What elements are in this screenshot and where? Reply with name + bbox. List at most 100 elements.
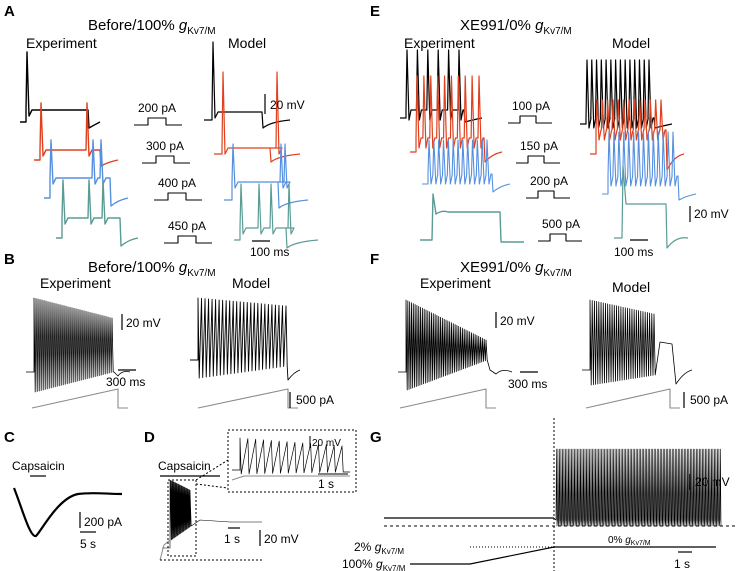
panel-F-model-ramp [585,388,680,409]
panel-D-inset-trace [231,437,350,481]
panel-C-scale-bars: 200 pA 5 s [79,512,122,551]
scale-voltage-G: 20 mV [695,475,730,489]
E-exp-500pA [420,193,524,243]
panel-A-title: Before/100% gKv7/M [88,17,216,37]
panel-E-title: XE991/0% gKv7/M [460,17,572,37]
panel-label-E: E [370,3,380,20]
panel-A-experiment-label: Experiment [26,35,97,51]
current-step-label-400pA: 400 pA [158,176,196,190]
panel-F-scale-bars: 20 mV 300 ms 500 pA [495,312,728,408]
E-mod-200pA [602,131,697,201]
F-exp-train [398,299,513,391]
A-exp-200pA [20,51,101,129]
current-step-icon [154,192,202,201]
D-burst [162,479,262,549]
scale-current-C: 200 pA [84,515,122,529]
panel-D-drug-label: Capsaicin [158,459,211,473]
panel-B-experiment-trace [26,297,131,393]
panel-D-inset-box [227,429,357,493]
panel-A-current-steps: 200 pA 300 pA 400 pA 450 pA [134,101,212,244]
current-step-icon [526,190,570,199]
A-mod-450pA [234,183,319,249]
panel-label-A: A [4,3,15,20]
panel-E-experiment-label: Experiment [404,35,475,51]
current-step-label-300pA: 300 pA [146,139,184,153]
A-exp-400pA [44,139,129,207]
panel-label-G: G [370,429,382,446]
scale-voltage-E: 20 mV [694,207,729,221]
panel-G-100pct-label: 100% gKv7/M [342,557,406,571]
scale-time-G: 1 s [674,557,690,571]
panel-F-model-trace [582,299,693,386]
panel-D-zoom-box [167,479,197,557]
panel-A-scale-bars: 20 mV 100 ms [250,94,305,259]
E-mod-500pA [614,165,689,249]
current-step-label-200pA: 200 pA [138,101,176,115]
current-step-icon [508,115,552,124]
panel-G-2pct-label: 2% gKv7/M [354,540,404,556]
scale-voltage-B: 20 mV [126,316,161,330]
current-step-icon [164,235,212,244]
panel-B-exp-ramp [31,388,128,409]
current-step-icon [142,155,190,164]
current-step-label-100pA: 100 pA [512,99,550,113]
scale-time-E: 100 ms [614,245,653,259]
panel-E-experiment-traces [400,49,524,243]
panel-D-scale-bars: 20 mV 1 s 1 s 20 mV [224,436,348,546]
current-step-label-150pA: 150 pA [520,139,558,153]
panel-C-drug-label: Capsaicin [12,459,65,473]
B-exp-train [26,297,131,393]
panel-E-scale-bars: 20 mV 100 ms [614,206,729,259]
panel-C-inward-current-trace [12,487,123,538]
A-mod-400pA [224,143,309,209]
panel-G-0pct-label: 0% gKv7/M [608,535,651,547]
panel-D-trace [159,479,262,561]
current-step-label-500pA: 500 pA [542,217,580,231]
scale-time-D: 1 s [224,532,240,546]
current-step-label-200pA: 200 pA [530,174,568,188]
scale-voltage-D: 20 mV [264,532,299,546]
panel-B-scale-bars: 20 mV 300 ms 500 pA [106,314,334,408]
E-mod-100pA [580,59,673,129]
panel-E-current-steps: 100 pA 150 pA 200 pA 500 pA [508,99,582,242]
panel-A-model-traces [204,41,319,249]
B-mod-train [190,297,301,381]
E-mod-150pA [590,99,685,171]
panel-F-exp-ramp [399,388,496,409]
A-mod-200pA [204,41,291,129]
current-step-label-450pA: 450 pA [168,219,206,233]
scale-time-B: 300 ms [106,375,145,389]
panel-F-experiment-label: Experiment [420,275,491,291]
A-exp-300pA [34,102,119,167]
panel-F-model-label: Model [612,279,650,295]
D-inset-train [232,437,350,475]
E-exp-200pA [422,139,511,193]
G-spike-train [553,448,722,527]
panel-E-model-label: Model [612,35,650,51]
panel-B-model-ramp [197,388,298,409]
panel-B-model-trace [190,297,301,381]
panel-B-experiment-label: Experiment [40,275,111,291]
E-exp-100pA [400,49,483,123]
panel-G-conductance-trace [410,546,716,565]
panel-label-F: F [370,251,379,268]
panel-F-title: XE991/0% gKv7/M [460,259,572,279]
D-prespike [159,539,171,561]
panel-G-spike-train [553,448,722,527]
panel-F-experiment-trace [398,299,513,391]
current-step-icon [134,117,182,126]
scale-current-B: 500 pA [296,393,334,407]
E-exp-150pA [410,75,503,163]
scale-current-F: 500 pA [690,393,728,407]
current-step-icon [516,155,560,164]
A-mod-300pA [214,71,301,163]
scale-voltage-A: 20 mV [270,98,305,112]
panel-G-labels: 2% gKv7/M 100% gKv7/M 0% gKv7/M 20 mV 1 … [342,474,730,571]
panel-label-B: B [4,251,15,268]
scale-voltage-F: 20 mV [500,314,535,328]
inset-scale-time-D: 1 s [318,477,334,491]
D-inset-baseline [231,475,350,481]
panel-A-experiment-traces [20,51,139,247]
